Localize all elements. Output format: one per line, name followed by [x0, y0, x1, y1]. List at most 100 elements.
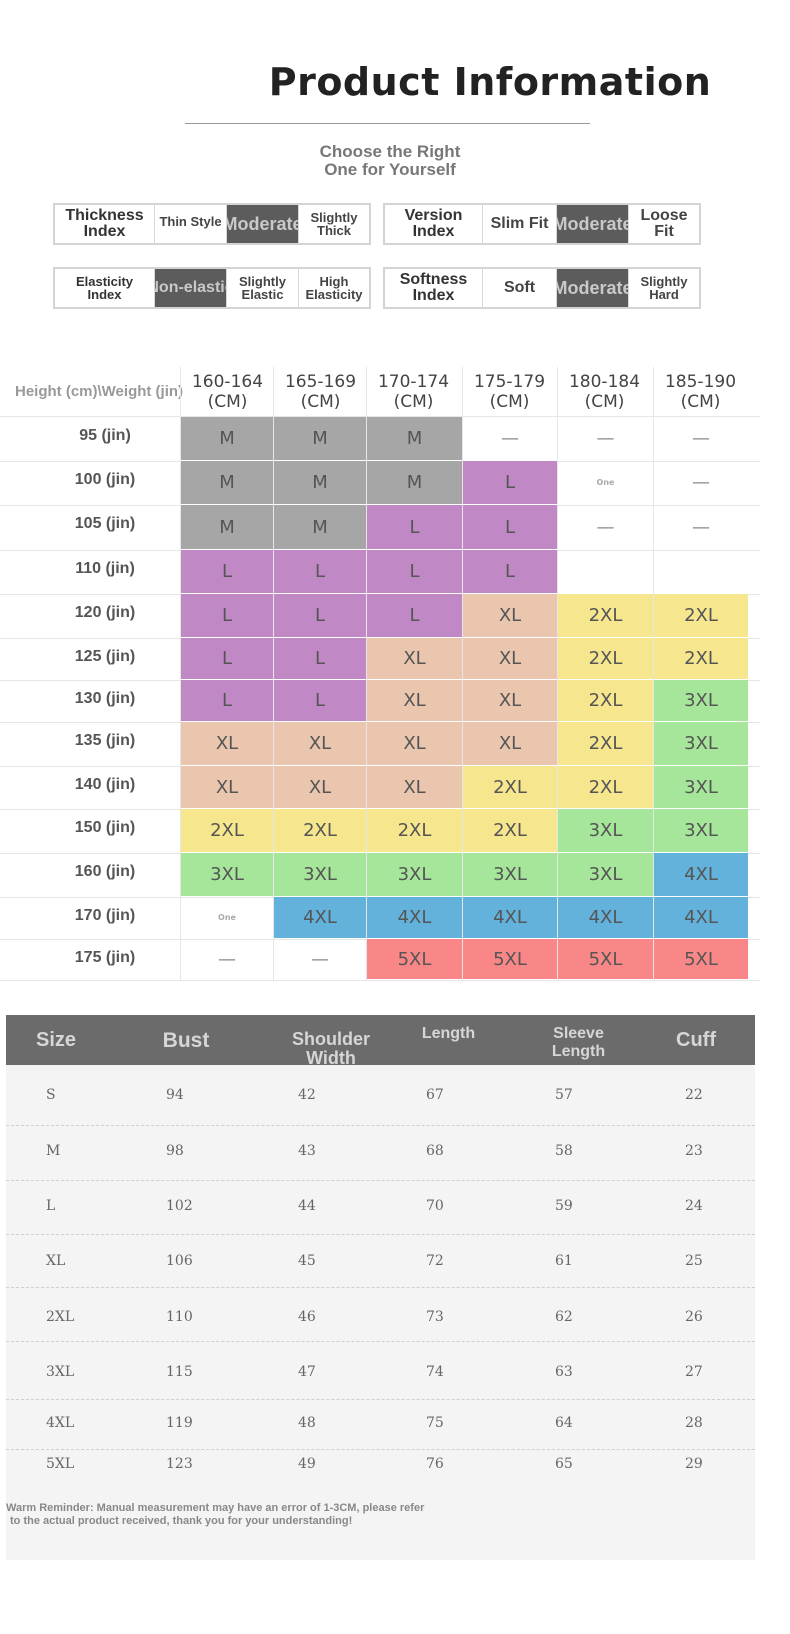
size-cell: XL [274, 722, 366, 765]
row-header: 100 (jin) [74, 471, 136, 488]
size-cell [558, 550, 653, 593]
row-header: 170 (jin) [74, 907, 136, 924]
size-cell: L [463, 550, 557, 593]
size-cell: 2XL [367, 809, 462, 852]
table-cell: 47 [298, 1364, 316, 1380]
grid-line [273, 367, 274, 981]
column-header: 185-190 (CM) [653, 372, 748, 412]
column-unit: (CM) [393, 392, 434, 412]
size-cell: 4XL [558, 897, 653, 938]
size-cell: L [181, 638, 273, 679]
size-cell: L [463, 461, 557, 504]
header-length: Length [421, 1025, 476, 1042]
thickness-index-label: Thickness Index [55, 205, 155, 243]
header-sleeve-length: Sleeve Length [551, 1025, 606, 1060]
column-unit: (CM) [680, 392, 721, 412]
row-header: 160 (jin) [74, 863, 136, 880]
size-cell: 2XL [463, 766, 557, 808]
size-cell: 4XL [274, 897, 366, 938]
grid-line [653, 367, 654, 981]
table-cell: 3XL [46, 1364, 75, 1380]
row-divider [6, 1341, 755, 1342]
size-cell: L [274, 550, 366, 593]
measurement-table: Size Bust Shoulder Width Length Sleeve L… [6, 1015, 755, 1560]
size-cell: XL [367, 680, 462, 721]
size-cell: M [274, 505, 366, 549]
column-range: 185-190 [664, 372, 737, 392]
size-cell: XL [463, 638, 557, 679]
size-cell: XL [181, 722, 273, 765]
version-option-slim: Slim Fit [483, 205, 557, 243]
table-cell: 57 [555, 1087, 573, 1103]
size-cell: 2XL [274, 809, 366, 852]
table-cell: 102 [166, 1198, 193, 1214]
row-divider [6, 1449, 755, 1450]
size-cell: 2XL [558, 722, 653, 765]
size-cell: L [181, 594, 273, 637]
size-cell: XL [367, 722, 462, 765]
size-cell [654, 550, 748, 593]
column-range: 170-174 [377, 372, 450, 392]
table-cell: 23 [685, 1143, 703, 1159]
column-range: 165-169 [284, 372, 357, 392]
size-cell: M [181, 461, 273, 504]
row-header: 105 (jin) [74, 515, 136, 532]
size-cell: 5XL [463, 939, 557, 979]
size-cell: XL [367, 766, 462, 808]
row-header: 95 (jin) [79, 427, 131, 444]
version-option-moderate: Moderate [557, 205, 629, 243]
table-cell: 48 [298, 1415, 316, 1431]
table-cell: 67 [426, 1087, 444, 1103]
table-cell: 72 [426, 1253, 444, 1269]
column-unit: (CM) [207, 392, 248, 412]
table-cell: 98 [166, 1143, 184, 1159]
subtitle-line-2: One for Yourself [324, 160, 456, 179]
table-cell: 68 [426, 1143, 444, 1159]
row-header: 110 (jin) [75, 560, 135, 577]
row-divider [6, 1287, 755, 1288]
column-header: 165-169 (CM) [273, 372, 368, 412]
table-cell: 58 [555, 1143, 573, 1159]
measurement-table-header: Size Bust Shoulder Width Length Sleeve L… [6, 1015, 755, 1068]
grid-line [557, 367, 558, 981]
column-header: 170-174 (CM) [366, 372, 461, 412]
table-cell: 29 [685, 1456, 703, 1472]
table-cell: 43 [298, 1143, 316, 1159]
size-cell: 3XL [181, 853, 273, 896]
size-cell: XL [274, 766, 366, 808]
table-cell: 46 [298, 1309, 316, 1325]
table-cell: 74 [426, 1364, 444, 1380]
size-cell: 2XL [654, 638, 748, 679]
size-cell: XL [463, 680, 557, 721]
elasticity-option-high: High Elasticity [305, 274, 363, 302]
elasticity-index-label: Elasticity Index [55, 269, 155, 307]
row-divider [6, 1399, 755, 1400]
size-cell: L [181, 680, 273, 721]
header-size: Size [35, 1029, 77, 1051]
size-cell: One [596, 478, 615, 487]
header-cuff: Cuff [676, 1029, 716, 1051]
table-cell: 123 [166, 1456, 193, 1472]
grid-line [366, 367, 367, 981]
softness-option-soft: Soft [483, 269, 557, 307]
row-header: 175 (jin) [74, 949, 136, 966]
size-cell: 3XL [654, 722, 748, 765]
page-title: Product Information [268, 60, 712, 104]
size-cell: M [274, 461, 366, 504]
size-cell: 3XL [463, 853, 557, 896]
row-header: 130 (jin) [74, 690, 136, 707]
column-header: 175-179 (CM) [462, 372, 557, 412]
header-shoulder-width: Shoulder Width [291, 1029, 370, 1068]
size-cell: — [596, 516, 615, 538]
size-cell: 3XL [654, 680, 748, 721]
row-divider [6, 1180, 755, 1181]
version-index-label: Version Index [385, 205, 483, 243]
size-cell: 2XL [181, 809, 273, 852]
size-cell: 4XL [654, 853, 748, 896]
row-divider [6, 1125, 755, 1126]
table-cell: 4XL [46, 1415, 75, 1431]
table-cell: 94 [166, 1087, 184, 1103]
